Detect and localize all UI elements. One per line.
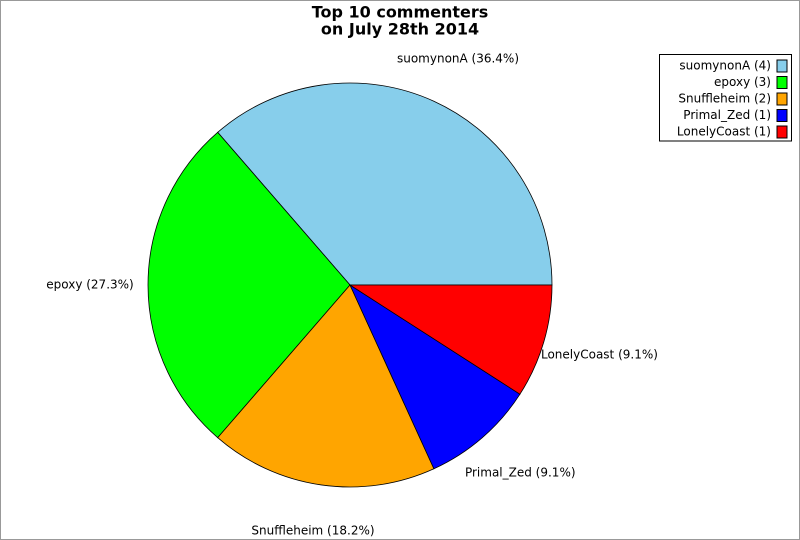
- legend-label: suomynonA (4): [679, 59, 771, 73]
- slice-label: Primal_Zed (9.1%): [465, 465, 576, 479]
- legend-label: Snuffleheim (2): [678, 92, 771, 106]
- legend-swatch: [776, 109, 788, 122]
- pie-slice: [217, 284, 435, 488]
- chart-title: Top 10 commenters: [312, 3, 489, 22]
- pie-slice: [348, 284, 553, 395]
- chart-title: on July 28th 2014: [321, 20, 479, 39]
- pie-slice: [217, 82, 553, 286]
- slice-label: LonelyCoast (9.1%): [541, 348, 658, 362]
- legend-label: epoxy (3): [714, 75, 771, 89]
- legend-swatch: [776, 125, 788, 139]
- legend-label: LonelyCoast (1): [677, 125, 771, 139]
- legend-swatch: [776, 76, 788, 89]
- pie-slice: [147, 131, 351, 439]
- slice-label: epoxy (27.3%): [46, 278, 133, 292]
- legend-swatch: [776, 92, 788, 106]
- slice-label: suomynonA (36.4%): [397, 51, 519, 65]
- pie-slice: [349, 283, 521, 470]
- legend-label: Primal_Zed (1): [683, 108, 771, 122]
- legend-box: [659, 54, 792, 142]
- slice-label: Snuffleheim (18.2%): [251, 524, 374, 538]
- legend-swatch: [776, 59, 788, 73]
